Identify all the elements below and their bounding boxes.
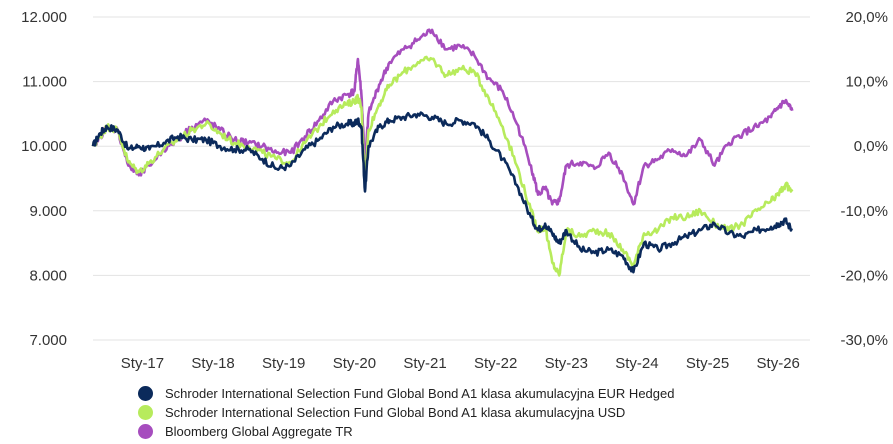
- legend-label: Schroder International Selection Fund Gl…: [165, 386, 675, 401]
- legend-label: Schroder International Selection Fund Gl…: [165, 405, 626, 420]
- series-line: [91, 111, 794, 274]
- x-tick-label: Sty-23: [545, 355, 588, 372]
- x-tick-label: Sty-26: [757, 355, 800, 372]
- series-line: [91, 55, 794, 277]
- x-tick-label: Sty-20: [333, 355, 376, 372]
- y-left-tick-label: 12.000: [21, 9, 67, 26]
- x-tick-label: Sty-18: [191, 355, 234, 372]
- x-tick-label: Sty-25: [686, 355, 729, 372]
- y-right-tick-label: -10,0%: [840, 203, 888, 220]
- legend-marker-usd: [138, 405, 153, 420]
- x-tick-label: Sty-19: [262, 355, 305, 372]
- y-right-tick-label: -20,0%: [840, 267, 888, 284]
- y-right-tick-label: 0,0%: [854, 138, 888, 155]
- x-tick-label: Sty-24: [615, 355, 658, 372]
- y-left-tick-label: 11.000: [22, 74, 67, 91]
- legend: Schroder International Selection Fund Gl…: [138, 384, 674, 441]
- y-left-tick-label: 8.000: [29, 267, 67, 284]
- legend-item-bloomberg[interactable]: Bloomberg Global Aggregate TR: [138, 422, 674, 441]
- right-y-axis: -30,0% -20,0% -10,0% 0,0% 10,0% 20,0%: [840, 9, 888, 349]
- y-left-tick-label: 7.000: [29, 332, 67, 349]
- legend-marker-bloomberg: [138, 424, 153, 439]
- y-left-tick-label: 9.000: [29, 203, 67, 220]
- gridlines: [93, 16, 810, 341]
- series-line: [91, 28, 794, 206]
- left-y-axis: 7.000 8.000 9.000 10.000 11.000 12.000: [21, 9, 67, 349]
- line-chart: 7.000 8.000 9.000 10.000 11.000 12.000 -30,0%…: [21, 9, 888, 372]
- y-left-tick-label: 10.000: [21, 138, 67, 155]
- legend-label: Bloomberg Global Aggregate TR: [165, 424, 353, 439]
- x-tick-label: Sty-21: [403, 355, 446, 372]
- y-right-tick-label: -30,0%: [840, 332, 888, 349]
- legend-item-eur-hedged[interactable]: Schroder International Selection Fund Gl…: [138, 384, 674, 403]
- legend-item-usd[interactable]: Schroder International Selection Fund Gl…: [138, 403, 674, 422]
- series-lines: [91, 28, 794, 277]
- y-right-tick-label: 10,0%: [845, 74, 888, 91]
- legend-marker-eur-hedged: [138, 386, 153, 401]
- x-axis: Sty-17 Sty-18 Sty-19 Sty-20 Sty-21 Sty-22 Sty-…: [121, 355, 800, 372]
- y-right-tick-label: 20,0%: [845, 9, 888, 26]
- x-tick-label: Sty-22: [474, 355, 517, 372]
- x-tick-label: Sty-17: [121, 355, 164, 372]
